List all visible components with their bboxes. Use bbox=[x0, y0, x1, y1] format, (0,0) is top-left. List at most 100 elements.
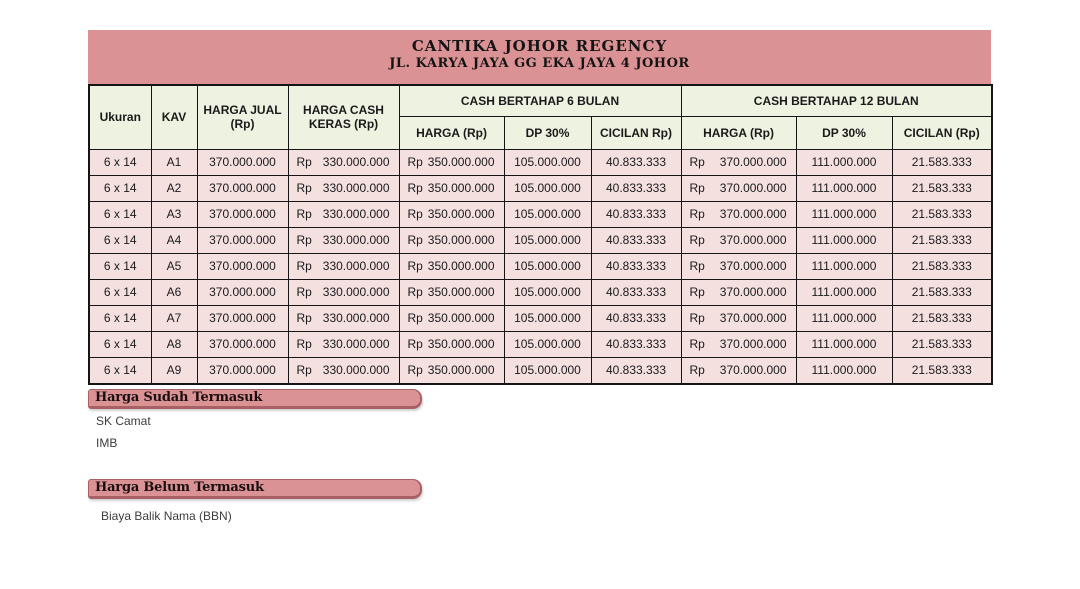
currency-prefix: Rp bbox=[407, 259, 423, 273]
currency-prefix: Rp bbox=[296, 181, 312, 195]
cell-ukuran: 6 x 14 bbox=[88, 278, 152, 306]
currency-prefix: Rp bbox=[407, 363, 423, 377]
cell-b12-dp: 111.000.000 bbox=[795, 356, 893, 384]
cell-value: 370.000.000 bbox=[719, 337, 787, 351]
cell-value: 350.000.000 bbox=[427, 311, 495, 325]
col-header-ukuran: Ukuran bbox=[88, 84, 152, 150]
currency-prefix: Rp bbox=[296, 337, 312, 351]
cell-b6-cicilan: 40.833.333 bbox=[590, 252, 682, 280]
cell-ukuran: 6 x 14 bbox=[88, 226, 152, 254]
cell-kav: A9 bbox=[150, 356, 198, 384]
cell-b6-dp: 105.000.000 bbox=[503, 330, 592, 358]
col-group-cash-bertahap-6-bulan: CASH BERTAHAP 6 BULAN bbox=[398, 84, 682, 117]
price-table-body: 6 x 14 A1 370.000.000 Rp 330.000.000 Rp … bbox=[88, 148, 993, 384]
cell-value: 350.000.000 bbox=[427, 207, 495, 221]
cell-ukuran: 6 x 14 bbox=[88, 356, 152, 384]
cell-b6-harga: Rp 350.000.000 bbox=[398, 356, 505, 384]
table-row: 6 x 14 A5 370.000.000 Rp 330.000.000 Rp … bbox=[88, 252, 993, 280]
cell-kav: A5 bbox=[150, 252, 198, 280]
cell-value: 330.000.000 bbox=[322, 155, 390, 169]
cell-harga-jual: 370.000.000 bbox=[196, 252, 289, 280]
cell-b12-dp: 111.000.000 bbox=[795, 330, 893, 358]
cell-b6-dp: 105.000.000 bbox=[503, 226, 592, 254]
cell-harga-jual: 370.000.000 bbox=[196, 226, 289, 254]
cell-b6-dp: 105.000.000 bbox=[503, 174, 592, 202]
cell-b6-dp: 105.000.000 bbox=[503, 200, 592, 228]
currency-prefix: Rp bbox=[689, 233, 705, 247]
currency-prefix: Rp bbox=[689, 155, 705, 169]
cell-harga-jual: 370.000.000 bbox=[196, 148, 289, 176]
cell-value: 350.000.000 bbox=[427, 285, 495, 299]
cell-b12-cicilan: 21.583.333 bbox=[891, 174, 993, 202]
included-item-sk-camat: SK Camat bbox=[96, 414, 151, 428]
cell-value: 350.000.000 bbox=[427, 363, 495, 377]
cell-b12-harga: Rp 370.000.000 bbox=[680, 174, 797, 202]
included-section-title: Harga Sudah Termasuk bbox=[95, 390, 263, 405]
cell-b12-dp: 111.000.000 bbox=[795, 174, 893, 202]
cell-kav: A6 bbox=[150, 278, 198, 306]
page-title: CANTIKA JOHOR REGENCY bbox=[411, 37, 668, 55]
cell-b12-dp: 111.000.000 bbox=[795, 252, 893, 280]
price-table: Ukuran KAV HARGA JUAL (Rp) HARGA CASH KE… bbox=[88, 84, 993, 385]
cell-b12-cicilan: 21.583.333 bbox=[891, 200, 993, 228]
cell-value: 330.000.000 bbox=[322, 181, 390, 195]
cell-b6-cicilan: 40.833.333 bbox=[590, 304, 682, 332]
cell-b6-harga: Rp 350.000.000 bbox=[398, 330, 505, 358]
cell-value: 330.000.000 bbox=[322, 285, 390, 299]
cell-ukuran: 6 x 14 bbox=[88, 304, 152, 332]
table-row: 6 x 14 A1 370.000.000 Rp 330.000.000 Rp … bbox=[88, 148, 993, 176]
cell-harga-cash-keras: Rp 330.000.000 bbox=[287, 304, 400, 332]
col-group-cash-bertahap-12-bulan: CASH BERTAHAP 12 BULAN bbox=[680, 84, 993, 117]
cell-harga-jual: 370.000.000 bbox=[196, 200, 289, 228]
excluded-item-bbn: Biaya Balik Nama (BBN) bbox=[101, 509, 232, 523]
cell-value: 370.000.000 bbox=[719, 233, 787, 247]
cell-harga-cash-keras: Rp 330.000.000 bbox=[287, 148, 400, 176]
cell-b12-cicilan: 21.583.333 bbox=[891, 278, 993, 306]
cell-b12-harga: Rp 370.000.000 bbox=[680, 252, 797, 280]
cell-b6-cicilan: 40.833.333 bbox=[590, 148, 682, 176]
currency-prefix: Rp bbox=[407, 181, 423, 195]
cell-kav: A3 bbox=[150, 200, 198, 228]
cell-value: 330.000.000 bbox=[322, 363, 390, 377]
cell-b6-cicilan: 40.833.333 bbox=[590, 278, 682, 306]
cell-b12-dp: 111.000.000 bbox=[795, 226, 893, 254]
harga-belum-termasuk-banner: Harga Belum Termasuk bbox=[88, 479, 422, 499]
cell-b12-cicilan: 21.583.333 bbox=[891, 148, 993, 176]
excluded-section-title: Harga Belum Termasuk bbox=[95, 480, 264, 495]
cell-b6-dp: 105.000.000 bbox=[503, 148, 592, 176]
included-item-imb: IMB bbox=[96, 436, 118, 450]
cell-kav: A1 bbox=[150, 148, 198, 176]
cell-harga-cash-keras: Rp 330.000.000 bbox=[287, 330, 400, 358]
col-header-cicilan-6: CICILAN Rp) bbox=[590, 115, 682, 150]
cell-b6-cicilan: 40.833.333 bbox=[590, 330, 682, 358]
col-header-kav: KAV bbox=[150, 84, 198, 150]
cell-b12-cicilan: 21.583.333 bbox=[891, 356, 993, 384]
cell-harga-jual: 370.000.000 bbox=[196, 304, 289, 332]
currency-prefix: Rp bbox=[296, 363, 312, 377]
cell-value: 370.000.000 bbox=[719, 311, 787, 325]
cell-b12-cicilan: 21.583.333 bbox=[891, 330, 993, 358]
cell-b6-harga: Rp 350.000.000 bbox=[398, 148, 505, 176]
currency-prefix: Rp bbox=[407, 155, 423, 169]
table-row: 6 x 14 A7 370.000.000 Rp 330.000.000 Rp … bbox=[88, 304, 993, 332]
cell-b6-cicilan: 40.833.333 bbox=[590, 356, 682, 384]
currency-prefix: Rp bbox=[689, 259, 705, 273]
cell-b6-cicilan: 40.833.333 bbox=[590, 226, 682, 254]
cell-b12-cicilan: 21.583.333 bbox=[891, 252, 993, 280]
currency-prefix: Rp bbox=[689, 363, 705, 377]
cell-kav: A8 bbox=[150, 330, 198, 358]
col-header-harga-cash-keras: HARGA CASH KERAS (Rp) bbox=[287, 84, 400, 150]
cell-value: 330.000.000 bbox=[322, 259, 390, 273]
currency-prefix: Rp bbox=[296, 233, 312, 247]
cell-harga-cash-keras: Rp 330.000.000 bbox=[287, 226, 400, 254]
cell-b6-harga: Rp 350.000.000 bbox=[398, 278, 505, 306]
cell-b12-harga: Rp 370.000.000 bbox=[680, 200, 797, 228]
cell-b12-harga: Rp 370.000.000 bbox=[680, 304, 797, 332]
cell-value: 350.000.000 bbox=[427, 337, 495, 351]
cell-b12-harga: Rp 370.000.000 bbox=[680, 226, 797, 254]
cell-b12-dp: 111.000.000 bbox=[795, 148, 893, 176]
col-header-dp-12: DP 30% bbox=[795, 115, 893, 150]
cell-b6-harga: Rp 350.000.000 bbox=[398, 226, 505, 254]
cell-b12-dp: 111.000.000 bbox=[795, 200, 893, 228]
